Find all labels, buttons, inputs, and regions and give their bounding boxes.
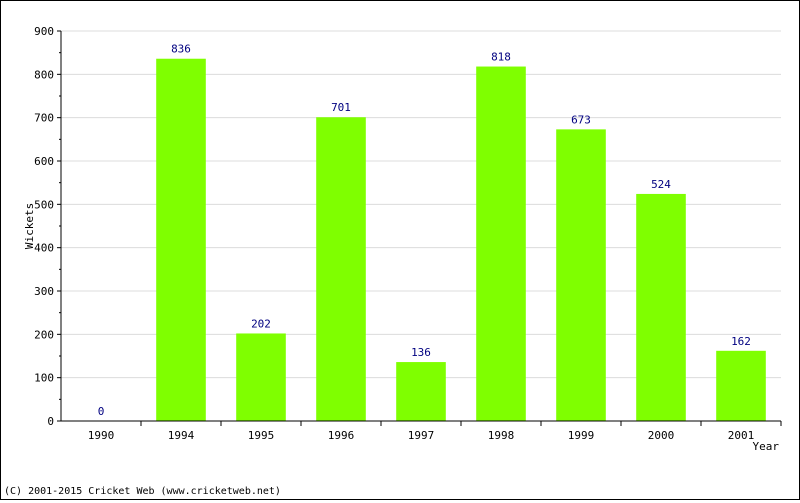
data-label: 818 — [491, 51, 511, 64]
data-label: 202 — [251, 317, 271, 330]
footer-copyright: (C) 2001-2015 Cricket Web (www.cricketwe… — [4, 486, 281, 497]
bar — [636, 193, 686, 421]
bar — [316, 117, 366, 421]
x-tick-label: 1996 — [328, 429, 355, 442]
x-tick-label: 2000 — [648, 429, 675, 442]
x-tick-label: 1995 — [248, 429, 275, 442]
x-tick-label: 1994 — [168, 429, 195, 442]
bar — [476, 66, 526, 422]
y-tick-label: 800 — [34, 68, 54, 81]
data-label: 836 — [171, 43, 191, 56]
y-tick-label: 700 — [34, 112, 54, 125]
labels: 0 100 200 300 400 500 600 700 800 900 0 1990 836 1994… — [34, 25, 754, 442]
bar — [556, 129, 606, 421]
x-axis-title: Year — [753, 440, 780, 453]
y-axis-title: Wickets — [23, 203, 36, 249]
x-tick-label: 1997 — [408, 429, 435, 442]
data-label: 701 — [331, 101, 351, 114]
data-label: 0 — [98, 405, 105, 418]
axes — [57, 30, 782, 426]
x-tick-label: 2001 — [728, 429, 755, 442]
y-tick-label: 0 — [47, 415, 54, 428]
y-tick-label: 200 — [34, 328, 54, 341]
x-tick-label: 1999 — [568, 429, 595, 442]
data-label: 673 — [571, 113, 591, 126]
data-label: 524 — [651, 178, 671, 191]
y-tick-label: 600 — [34, 155, 54, 168]
x-tick-label: 1990 — [88, 429, 115, 442]
bar — [236, 333, 286, 421]
x-tick-label: 1998 — [488, 429, 515, 442]
bar — [396, 362, 446, 421]
y-tick-label: 300 — [34, 285, 54, 298]
y-tick-label: 500 — [34, 198, 54, 211]
bar — [156, 58, 206, 421]
data-label: 136 — [411, 346, 431, 359]
y-tick-label: 900 — [34, 25, 54, 38]
bar — [716, 350, 766, 421]
bars — [156, 58, 766, 422]
y-tick-label: 100 — [34, 372, 54, 385]
data-label: 162 — [731, 335, 751, 348]
y-tick-label: 400 — [34, 242, 54, 255]
